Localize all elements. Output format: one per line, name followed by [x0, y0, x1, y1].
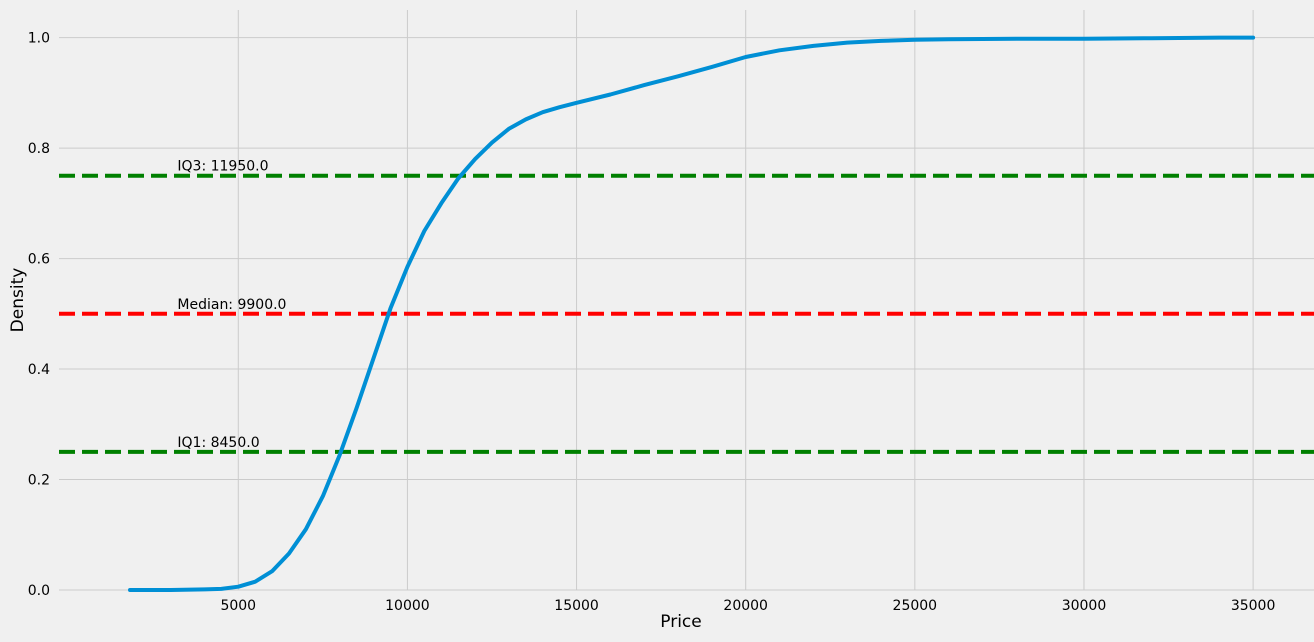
x-tick-label: 35000 [1231, 598, 1276, 614]
reference-line-label: IQ3: 11950.0 [177, 159, 268, 175]
y-axis-title: Density [8, 268, 28, 333]
y-tick-label: 1.0 [28, 31, 50, 47]
cdf-series-line [128, 35, 1256, 592]
x-axis-title: Price [660, 612, 701, 632]
x-tick-label: 10000 [385, 598, 430, 614]
y-tick-label: 0.0 [28, 583, 50, 599]
x-tick-label: 30000 [1062, 598, 1107, 614]
reference-line-label: IQ1: 8450.0 [177, 435, 259, 451]
y-tick-label: 0.2 [28, 473, 50, 489]
y-tick-label: 0.8 [28, 141, 50, 157]
series [128, 35, 1256, 592]
x-tick-label: 5000 [220, 598, 256, 614]
x-tick-label: 20000 [723, 598, 768, 614]
y-tick-label: 0.4 [28, 362, 50, 378]
x-tick-label: 25000 [893, 598, 938, 614]
reference-lines: IQ3: 11950.0 Median: 9900.0 IQ1: 8450.0 [59, 159, 1314, 454]
x-tick-label: 15000 [554, 598, 599, 614]
reference-line-label: Median: 9900.0 [177, 297, 286, 313]
tick-labels: 5000 10000 15000 20000 25000 30000 35000 0.0 0.2… [28, 31, 1276, 614]
y-tick-label: 0.6 [28, 252, 50, 268]
